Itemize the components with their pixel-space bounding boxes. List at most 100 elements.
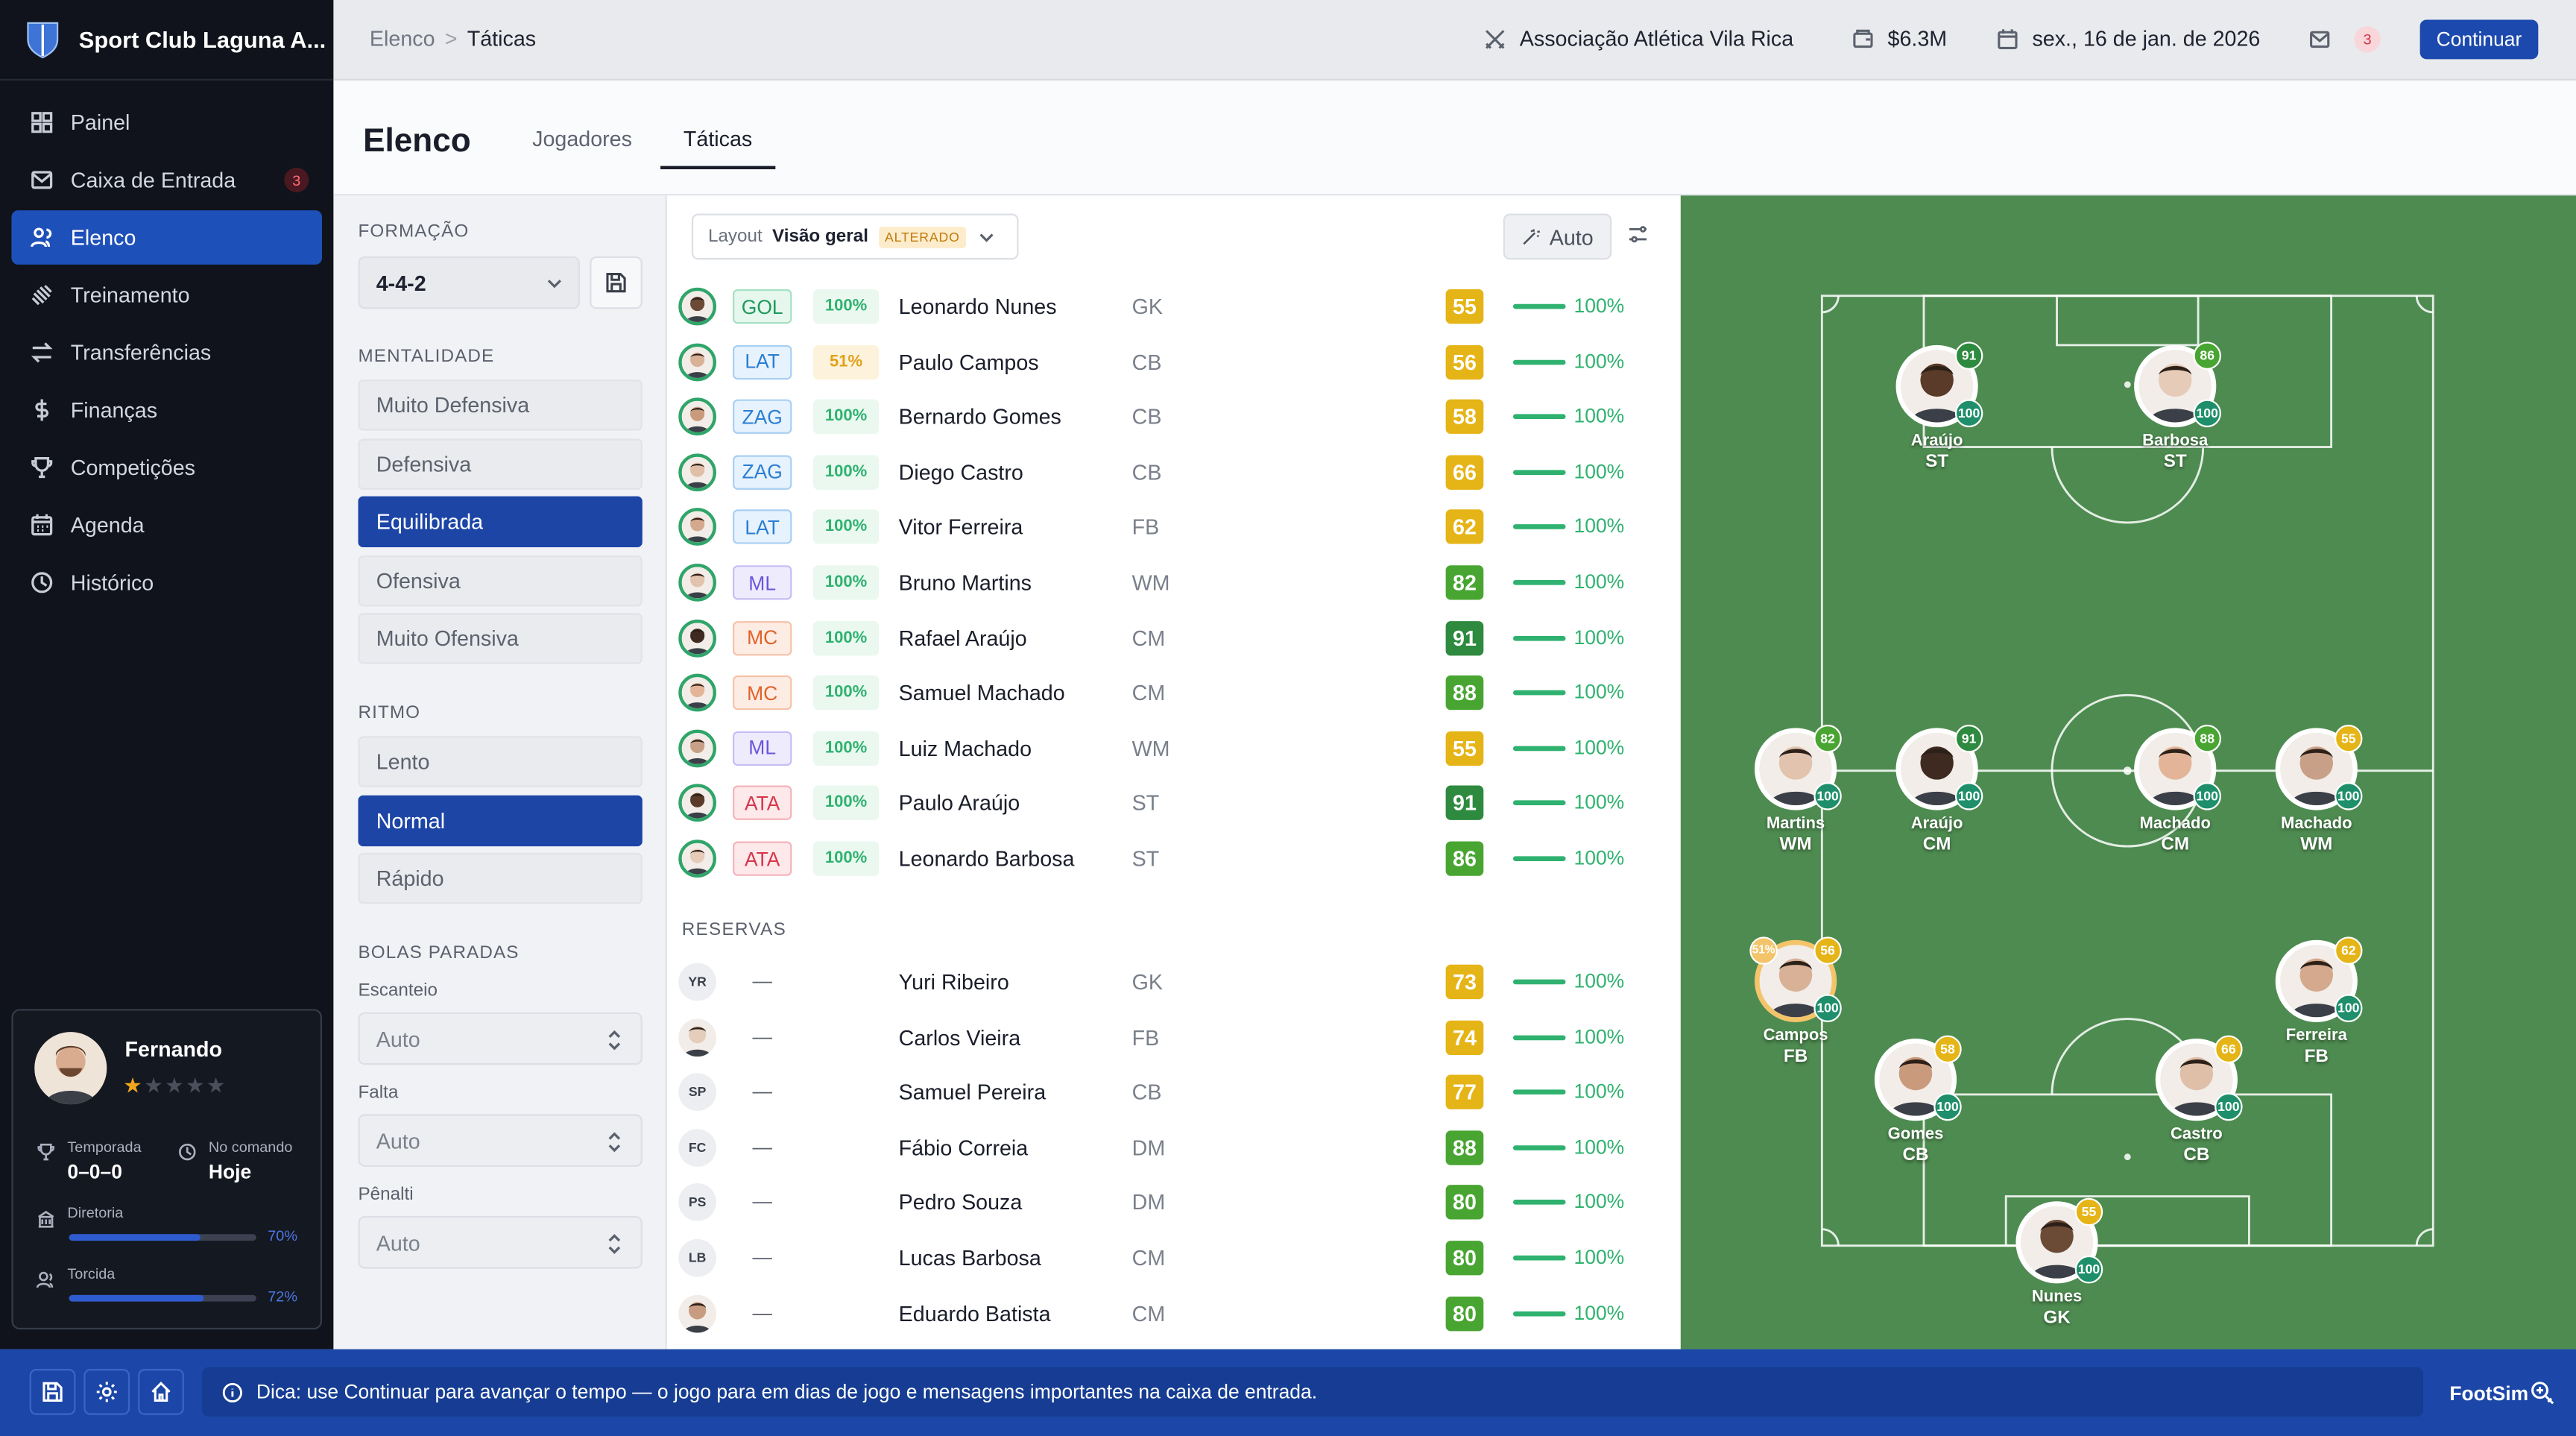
pitch-player-token[interactable]: 86 100 Barbosa ST [2104, 341, 2246, 472]
lineup-row[interactable]: ATA 100% Leonardo Barbosa ST 86 100% [667, 831, 1681, 886]
reserve-row[interactable]: — Carlos Vieira FB 74 100% [667, 1010, 1681, 1065]
tab-jogadores[interactable]: Jogadores [532, 126, 632, 151]
continue-button[interactable]: Continuar [2419, 19, 2539, 60]
tip-text: Dica: use Continuar para avançar o tempo… [256, 1380, 1318, 1404]
auto-pick-button[interactable]: Auto [1503, 213, 1612, 260]
player-name[interactable]: Bernardo Gomes [898, 404, 1061, 429]
pitch-player-token[interactable]: 66 100 Castro CB [2126, 1035, 2267, 1165]
layout-select[interactable]: Layout Visão geral ALTERADO [691, 213, 1019, 260]
tab-taticas[interactable]: Táticas [660, 127, 776, 170]
player-name[interactable]: Eduardo Batista [898, 1300, 1051, 1326]
lineup-row[interactable]: LAT 51% Paulo Campos CB 56 100% [667, 335, 1681, 389]
player-name[interactable]: Diego Castro [898, 459, 1023, 485]
pitch-player-token[interactable]: 82 100 Martins WM [1725, 725, 1866, 854]
save-game-button[interactable] [29, 1369, 76, 1415]
role-badge[interactable]: MC [733, 676, 792, 711]
pitch-player-token[interactable]: 91 100 Araújo CM [1866, 725, 2008, 854]
player-name[interactable]: Paulo Campos [898, 349, 1039, 374]
tempo-option-2[interactable]: Rápido [358, 852, 643, 904]
pitch-player-token[interactable]: 56 100 51% Campos FB [1725, 936, 1866, 1066]
sidebar-item-competições[interactable]: Competições [11, 441, 322, 495]
mentality-option-3[interactable]: Ofensiva [358, 554, 643, 606]
role-badge[interactable]: ATA [733, 786, 792, 821]
lineup-row[interactable]: ML 100% Bruno Martins WM 82 100% [667, 555, 1681, 610]
sidebar-item-finanças[interactable]: Finanças [11, 383, 322, 438]
role-badge[interactable]: ZAG [733, 455, 792, 490]
mentality-option-4[interactable]: Muito Ofensiva [358, 613, 643, 664]
save-formation-button[interactable] [590, 256, 643, 309]
pitch-player-token[interactable]: 55 100 Nunes GK [1986, 1197, 2128, 1328]
reserve-row[interactable]: PS — Pedro Souza DM 80 100% [667, 1176, 1681, 1230]
sidebar-item-painel[interactable]: Painel [11, 95, 322, 150]
formation-select[interactable]: 4-4-2 [358, 256, 581, 309]
sliders-icon[interactable] [1626, 224, 1650, 247]
lineup-row[interactable]: MC 100% Rafael Araújo CM 91 100% [667, 611, 1681, 665]
next-opponent[interactable]: Associação Atlética Vila Rica [1483, 26, 1793, 51]
lineup-row[interactable]: ZAG 100% Diego Castro CB 66 100% [667, 445, 1681, 500]
role-badge[interactable]: ML [733, 565, 792, 600]
player-name[interactable]: Leonardo Nunes [898, 294, 1057, 319]
mentality-option-2[interactable]: Equilibrada [358, 496, 643, 547]
reserve-row[interactable]: — Eduardo Batista CM 80 100% [667, 1286, 1681, 1341]
mentality-option-1[interactable]: Defensiva [358, 438, 643, 489]
setpiece-taker-select[interactable]: Auto [358, 1012, 643, 1065]
setpiece-taker-select[interactable]: Auto [358, 1216, 643, 1269]
pitch-player-token[interactable]: 91 100 Araújo ST [1866, 341, 2008, 472]
role-badge[interactable]: ZAG [733, 400, 792, 435]
pitch-player-token[interactable]: 55 100 Machado WM [2246, 725, 2387, 854]
player-name[interactable]: Pedro Souza [898, 1190, 1023, 1215]
player-name[interactable]: Leonardo Barbosa [898, 846, 1075, 872]
reserve-row[interactable]: SP — Samuel Pereira CB 77 100% [667, 1065, 1681, 1120]
sidebar-item-treinamento[interactable]: Treinamento [11, 268, 322, 322]
player-name[interactable]: Rafael Araújo [898, 625, 1027, 650]
lineup-row[interactable]: ATA 100% Paulo Araújo ST 91 100% [667, 776, 1681, 831]
sidebar-item-histórico[interactable]: Histórico [11, 555, 322, 610]
lineup-row[interactable]: ZAG 100% Bernardo Gomes CB 58 100% [667, 390, 1681, 444]
pitch-player-token[interactable]: 88 100 Machado CM [2104, 725, 2246, 854]
lineup-row[interactable]: ML 100% Luiz Machado WM 55 100% [667, 721, 1681, 775]
pitch-player-token[interactable]: 58 100 Gomes CB [1845, 1035, 1986, 1165]
sidebar-item-transferências[interactable]: Transferências [11, 325, 322, 380]
pitch-player-token[interactable]: 62 100 Ferreira FB [2246, 936, 2387, 1066]
breadcrumb-parent[interactable]: Elenco [369, 26, 435, 51]
home-button[interactable] [138, 1369, 184, 1415]
settings-button[interactable] [83, 1369, 130, 1415]
player-name[interactable]: Yuri Ribeiro [898, 969, 1009, 995]
player-name[interactable]: Samuel Machado [898, 680, 1065, 705]
player-name[interactable]: Samuel Pereira [898, 1080, 1046, 1105]
player-name[interactable]: Lucas Barbosa [898, 1245, 1041, 1270]
player-name[interactable]: Bruno Martins [898, 570, 1032, 595]
sidebar-item-agenda[interactable]: Agenda [11, 498, 322, 552]
role-badge[interactable]: GOL [733, 289, 792, 324]
sidebar-item-caixa-de-entrada[interactable]: Caixa de Entrada 3 [11, 153, 322, 207]
tempo-option-0[interactable]: Lento [358, 736, 643, 787]
lineup-row[interactable]: MC 100% Samuel Machado CM 88 100% [667, 666, 1681, 720]
player-name[interactable]: Paulo Araújo [898, 791, 1020, 816]
role-badge[interactable]: MC [733, 620, 792, 655]
player-name[interactable]: Fábio Correia [898, 1135, 1029, 1160]
layout-label: Layout [707, 227, 763, 247]
lineup-row[interactable]: GOL 100% Leonardo Nunes GK 55 100% [667, 280, 1681, 334]
sidebar-item-label: Treinamento [70, 283, 190, 308]
role-empty: — [752, 1300, 772, 1324]
role-badge[interactable]: LAT [733, 344, 792, 380]
manager-card[interactable]: Fernando ★★★★★ Temporada 0–0–0 No comand… [11, 1009, 323, 1330]
player-name[interactable]: Carlos Vieira [898, 1024, 1021, 1050]
role-badge[interactable]: LAT [733, 510, 792, 545]
mentality-option-0[interactable]: Muito Defensiva [358, 380, 643, 431]
club-budget[interactable]: $6.3M [1852, 26, 1947, 51]
current-date[interactable]: sex., 16 de jan. de 2026 [1996, 26, 2260, 51]
player-name[interactable]: Luiz Machado [898, 735, 1032, 761]
reserve-row[interactable]: YR — Yuri Ribeiro GK 73 100% [667, 955, 1681, 1010]
lineup-row[interactable]: LAT 100% Vitor Ferreira FB 62 100% [667, 500, 1681, 555]
reserve-row[interactable]: LB — Lucas Barbosa CM 80 100% [667, 1231, 1681, 1285]
reserve-row[interactable]: FC — Fábio Correia DM 88 100% [667, 1121, 1681, 1175]
role-badge[interactable]: ATA [733, 841, 792, 876]
club-brand[interactable]: Sport Club Laguna A... [0, 0, 334, 81]
role-badge[interactable]: ML [733, 731, 792, 766]
player-name[interactable]: Vitor Ferreira [898, 514, 1023, 540]
sidebar-item-elenco[interactable]: Elenco [11, 210, 323, 265]
setpiece-taker-select[interactable]: Auto [358, 1114, 643, 1167]
mail-button[interactable]: 3 [2308, 26, 2381, 53]
tempo-option-1[interactable]: Normal [358, 794, 643, 846]
